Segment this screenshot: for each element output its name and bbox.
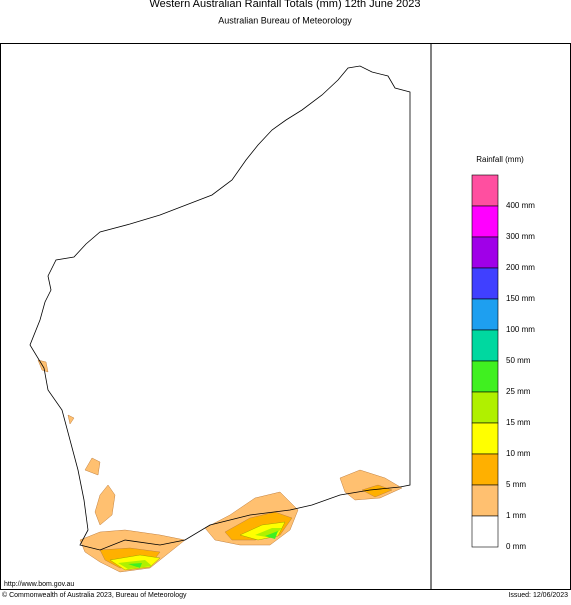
legend-label: 150 mm [506,294,535,303]
legend-label: 25 mm [506,387,531,396]
footer-copyright: © Commonwealth of Australia 2023, Bureau… [2,591,187,599]
legend-label: 400 mm [506,201,535,210]
legend-label: 1 mm [506,511,526,520]
legend: 400 mm 300 mm 200 mm 150 mm 100 mm 50 mm 25 mm… [471,174,535,551]
legend-swatch [471,236,499,269]
legend-swatch [471,298,499,331]
legend-swatch [471,267,499,300]
legend-label: 0 mm [506,542,526,551]
legend-label: 100 mm [506,325,535,334]
legend-label: 15 mm [506,418,531,427]
rain-10mm [109,521,286,571]
legend-swatch [471,515,499,548]
legend-swatch [471,360,499,393]
footer-issued: Issued: 12/06/2023 [508,592,568,599]
legend-swatch [471,174,499,207]
legend-label: 10 mm [506,449,531,458]
legend-swatch [471,453,499,486]
legend-swatch [471,391,499,424]
map [29,65,411,573]
legend-title: Rainfall (mm) [476,155,524,164]
legend-swatch [471,422,499,455]
coastline [29,65,411,551]
legend-label: 200 mm [506,263,535,272]
legend-swatch [471,484,499,517]
legend-swatch [471,205,499,238]
footer-url: http://www.bom.gov.au [4,581,74,588]
legend-swatch [471,329,499,362]
title: Western Australian Rainfall Totals (mm) … [149,0,420,10]
rain-1mm [37,359,403,573]
legend-label: 5 mm [506,480,526,489]
subtitle: Australian Bureau of Meteorology [218,15,352,25]
legend-label: 300 mm [506,232,535,241]
legend-label: 50 mm [506,356,531,365]
